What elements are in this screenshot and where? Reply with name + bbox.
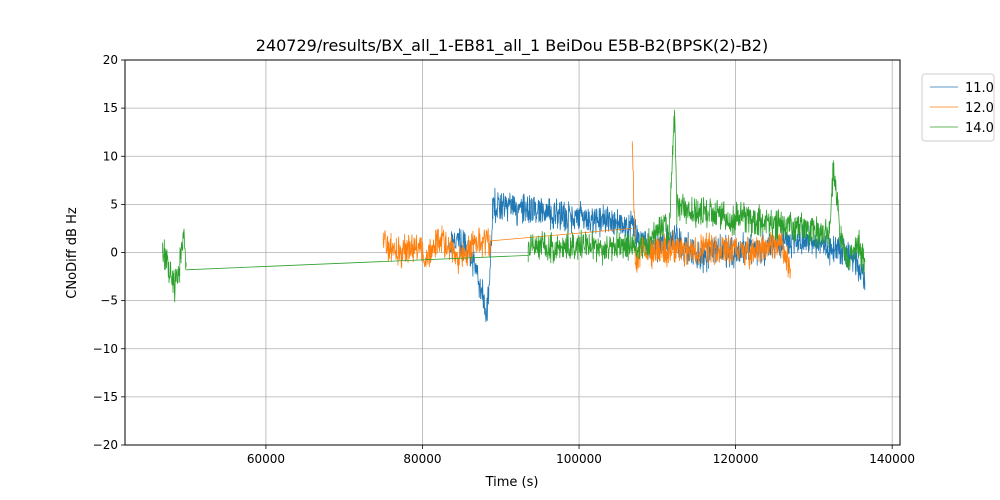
x-tick-label: 80000	[403, 452, 441, 466]
y-tick-label: −15	[93, 390, 118, 404]
x-tick-label: 140000	[869, 452, 915, 466]
series-line	[449, 198, 494, 323]
series-line	[490, 228, 633, 242]
series-line	[631, 141, 791, 279]
series-line	[527, 109, 678, 266]
y-tick-label: 15	[103, 101, 118, 115]
y-tick-label: 5	[110, 197, 118, 211]
y-tick-label: 0	[110, 246, 118, 260]
series-line	[162, 228, 187, 303]
series-12.0	[382, 141, 791, 279]
series-line	[186, 255, 529, 271]
legend-box	[921, 73, 995, 142]
y-tick-label: −10	[93, 342, 118, 356]
legend-label: 11.0	[965, 81, 994, 96]
legend: 11.0 12.0 14.0	[921, 73, 995, 142]
series-line	[676, 160, 866, 275]
series-14.0	[162, 109, 866, 303]
chart-title: 240729/results/BX_all_1-EB81_all_1 BeiDo…	[256, 36, 768, 56]
y-tick-label: −5	[100, 294, 118, 308]
x-tick-label: 60000	[247, 452, 285, 466]
legend-label: 14.0	[965, 121, 994, 136]
x-axis-label: Time (s)	[485, 475, 539, 490]
y-tick-label: −20	[93, 438, 118, 452]
y-axis-label: CNoDiff dB Hz	[65, 207, 80, 299]
y-tick-label: 10	[103, 149, 118, 163]
x-axis-ticks: 60000 80000 100000 120000 140000	[247, 445, 915, 466]
x-tick-label: 120000	[713, 452, 759, 466]
legend-label: 12.0	[965, 101, 994, 116]
x-tick-label: 100000	[556, 452, 602, 466]
y-tick-label: 20	[103, 53, 118, 67]
y-axis-ticks: −20 −15 −10 −5 0 5 10 15 20	[93, 53, 125, 452]
series-layer	[162, 109, 866, 323]
series-line	[382, 225, 491, 275]
